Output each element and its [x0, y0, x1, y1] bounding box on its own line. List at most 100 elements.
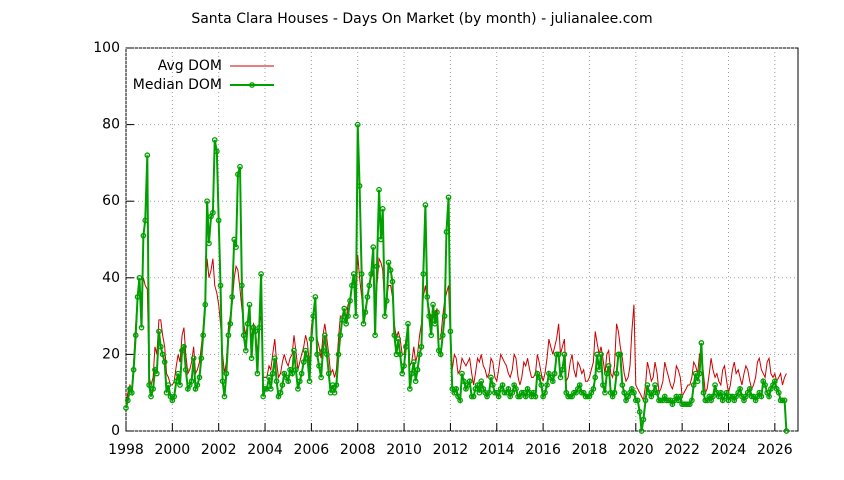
data-point: [578, 389, 585, 396]
data-point: [696, 370, 703, 377]
series-line: [125, 124, 788, 432]
data-point: [273, 378, 280, 385]
data-point: [602, 389, 608, 396]
data-point: [252, 328, 259, 335]
data-point: [374, 263, 380, 270]
data-point: [163, 389, 170, 396]
x-tick-label: 2004: [247, 442, 283, 458]
data-point: [488, 374, 494, 381]
data-point: [779, 397, 786, 404]
data-point: [441, 313, 448, 319]
data-point: [246, 301, 253, 308]
data-point: [434, 309, 440, 316]
data-point: [717, 389, 724, 396]
data-point: [217, 282, 224, 289]
data-point: [617, 351, 624, 358]
data-point: [304, 355, 311, 362]
x-tick-label: 2006: [294, 442, 330, 458]
data-point: [700, 389, 707, 396]
y-tick-label: 60: [102, 193, 120, 209]
data-point: [321, 332, 328, 339]
data-point: [652, 382, 658, 388]
data-point: [636, 408, 643, 415]
data-point: [683, 401, 689, 408]
data-point: [702, 397, 709, 404]
data-point: [478, 378, 485, 385]
data-point: [285, 378, 292, 385]
data-point: [466, 378, 473, 385]
data-point: [368, 271, 375, 277]
y-tick-label: 20: [102, 346, 120, 362]
data-point: [584, 393, 591, 400]
data-point: [468, 393, 475, 400]
data-point: [134, 294, 141, 300]
data-point: [418, 343, 425, 350]
data-point: [553, 351, 560, 358]
data-point: [190, 355, 197, 362]
data-point: [542, 389, 548, 396]
data-point: [621, 389, 628, 396]
data-point: [277, 389, 284, 396]
data-point: [775, 389, 782, 396]
data-point: [590, 386, 597, 392]
data-point: [631, 389, 637, 396]
data-point: [198, 355, 205, 362]
data-point: [399, 370, 406, 377]
data-point: [685, 401, 691, 408]
data-point: [235, 171, 241, 178]
data-point: [536, 374, 543, 381]
data-point: [302, 347, 309, 354]
data-point: [175, 370, 181, 377]
data-point: [771, 378, 778, 385]
legend-marker: [249, 82, 255, 88]
data-point: [306, 378, 313, 385]
data-point: [296, 378, 303, 385]
data-point: [405, 320, 411, 327]
data-point: [360, 320, 367, 327]
data-point: [308, 336, 315, 342]
x-tick-label: 2018: [572, 442, 608, 458]
chart-title: Santa Clara Houses - Days On Market (by …: [191, 11, 652, 27]
data-point: [561, 351, 568, 358]
data-point: [501, 389, 508, 396]
data-point: [372, 332, 378, 339]
data-point: [298, 370, 305, 377]
data-point: [335, 351, 342, 358]
data-point: [339, 317, 346, 323]
data-point: [710, 393, 716, 400]
data-point: [611, 389, 618, 396]
data-point: [271, 355, 278, 362]
data-point: [544, 382, 550, 388]
data-point: [555, 351, 562, 358]
data-point: [260, 393, 267, 400]
data-point: [420, 271, 427, 277]
y-tick-label: 40: [102, 270, 120, 286]
x-tick-label: 2000: [155, 442, 191, 458]
data-point: [559, 366, 566, 373]
data-point: [293, 366, 299, 373]
data-point: [505, 386, 512, 392]
data-point: [723, 389, 730, 396]
data-point: [325, 370, 332, 377]
data-point: [320, 347, 326, 354]
data-point: [213, 148, 220, 155]
data-point: [181, 343, 187, 350]
data-point: [439, 332, 446, 339]
data-point: [237, 163, 243, 170]
data-point: [223, 370, 230, 377]
data-point: [248, 355, 255, 362]
data-point: [690, 382, 697, 388]
data-point: [157, 343, 164, 350]
data-point: [515, 393, 521, 400]
data-point: [206, 240, 212, 247]
data-point: [123, 405, 129, 411]
data-point: [470, 393, 477, 400]
legend-label: Avg DOM: [158, 58, 222, 74]
x-tick-label: 2016: [525, 442, 561, 458]
data-point: [412, 378, 419, 385]
data-point: [391, 332, 398, 339]
data-point: [356, 183, 363, 189]
data-point: [509, 389, 516, 396]
data-point: [159, 351, 166, 358]
